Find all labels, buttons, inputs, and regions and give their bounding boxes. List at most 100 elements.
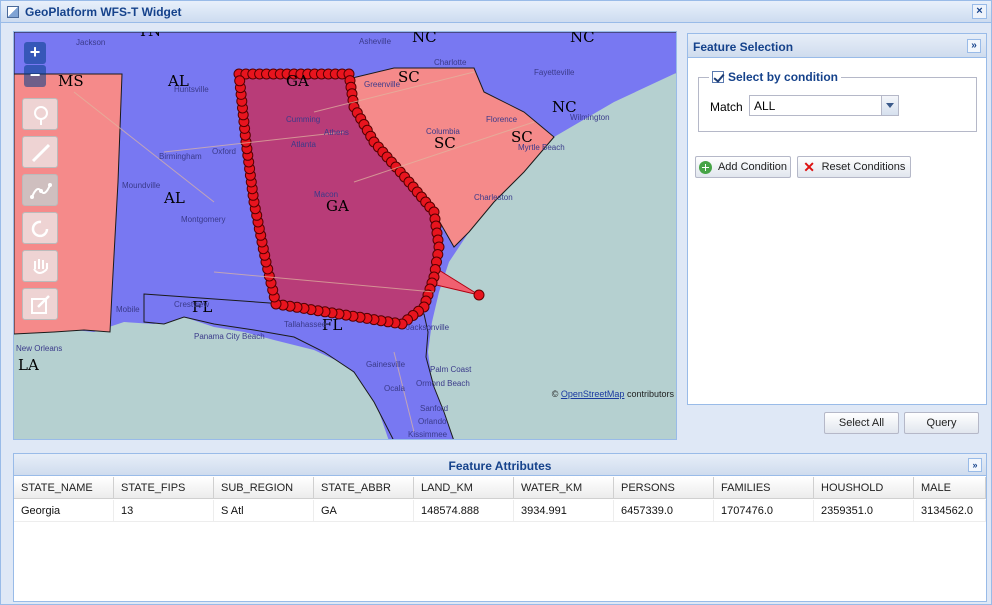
draw-line-tool-button[interactable]	[22, 136, 58, 168]
column-header[interactable]: HOUSHOLD	[814, 477, 914, 499]
spike-vertex	[473, 289, 485, 301]
edit-tool-icon	[31, 295, 50, 314]
city-label: Kissimmee	[408, 430, 448, 439]
city-label: Sanford	[420, 404, 449, 413]
column-header[interactable]: LAND_KM	[414, 477, 514, 499]
collapse-icon[interactable]: »	[968, 458, 982, 472]
query-label: Query	[926, 417, 957, 429]
road-lines	[73, 71, 535, 433]
map-canvas	[14, 32, 676, 439]
add-icon	[698, 160, 712, 174]
column-header[interactable]: STATE_ABBR	[314, 477, 414, 499]
attribution-suffix: contributors	[626, 389, 674, 399]
zoom-in-icon[interactable]: +	[24, 42, 46, 64]
state-label-nc-3: NC	[552, 98, 577, 116]
city-label: Greenville	[364, 80, 401, 89]
modify-tool-button[interactable]	[22, 174, 58, 206]
map-attribution: © OpenStreetMap contributors	[552, 389, 674, 399]
table-cell: 6457339.0	[614, 500, 714, 522]
window-title: GeoPlatform WFS-T Widget	[25, 5, 182, 19]
city-label: Moundville	[122, 181, 161, 190]
city-label: Asheville	[359, 37, 392, 46]
select-all-label: Select All	[838, 417, 885, 429]
drag-hand-icon	[33, 259, 48, 274]
column-header[interactable]: PERSONS	[614, 477, 714, 499]
table-cell: GA	[314, 500, 414, 522]
close-icon[interactable]: ×	[972, 4, 987, 19]
city-label: Cumming	[286, 115, 321, 124]
window-header: GeoPlatform WFS-T Widget ×	[1, 1, 991, 23]
vertex-marker[interactable]	[234, 75, 246, 87]
point-tool-button[interactable]	[22, 98, 58, 130]
city-label: Oxford	[212, 147, 237, 156]
city-label: Ormond Beach	[416, 379, 470, 388]
table-row[interactable]: Georgia 13 S Atl GA 148574.888 3934.991 …	[14, 500, 986, 522]
state-label-tn: TN	[138, 31, 162, 40]
pencil-tool-icon	[31, 143, 51, 163]
select-by-condition-checkbox[interactable]	[712, 71, 724, 83]
match-combobox[interactable]: ALL	[749, 95, 899, 116]
table-cell: 148574.888	[414, 500, 514, 522]
select-all-button[interactable]: Select All	[824, 412, 899, 434]
state-label-fl-1: FL	[192, 298, 213, 316]
city-label: Tallahassee	[284, 320, 327, 329]
table-cell: S Atl	[214, 500, 314, 522]
map-view[interactable]: MS AL AL GA GA SC SC SC NC NC NC FL FL L…	[13, 31, 677, 440]
city-label: Ocala	[384, 384, 405, 393]
atlantic-water-shape	[428, 72, 676, 439]
city-label: Orlando	[418, 417, 447, 426]
path-tool-icon	[30, 183, 52, 199]
state-label-al-1: AL	[168, 72, 189, 90]
openstreetmap-link[interactable]: OpenStreetMap	[560, 389, 625, 399]
city-label: Charleston	[474, 193, 513, 202]
condition-fieldset: Select by condition Match ALL	[698, 70, 977, 132]
query-button[interactable]: Query	[904, 412, 979, 434]
reset-x-icon: ✕	[803, 158, 815, 175]
feature-selection-header: Feature Selection »	[688, 34, 986, 58]
gulf-water-shape	[14, 317, 389, 439]
column-header[interactable]: FAMILIES	[714, 477, 814, 499]
column-header[interactable]: STATE_NAME	[14, 477, 114, 499]
match-label: Match	[710, 100, 743, 114]
point-tool-icon	[34, 106, 48, 125]
city-label: Atlanta	[291, 140, 316, 149]
column-header[interactable]: WATER_KM	[514, 477, 614, 499]
state-label-ms: MS	[58, 72, 84, 90]
table-cell: 1707476.0	[714, 500, 814, 522]
column-header[interactable]: SUB_REGION	[214, 477, 314, 499]
add-condition-button[interactable]: Add Condition	[695, 156, 791, 178]
state-label-ga-2: GA	[326, 197, 349, 215]
collapse-icon[interactable]: »	[967, 39, 981, 53]
state-label-fl-2: FL	[322, 316, 343, 334]
city-label: Jackson	[76, 38, 106, 47]
city-label: Huntsville	[174, 85, 209, 94]
column-header[interactable]: MALE	[914, 477, 986, 499]
city-label: Wilmington	[570, 113, 610, 122]
table-cell: 3134562.0	[914, 500, 986, 522]
city-label: Crestview	[174, 300, 210, 309]
city-label: Birmingham	[159, 152, 202, 161]
city-label: Myrtle Beach	[518, 143, 565, 152]
reset-conditions-button[interactable]: ✕ Reset Conditions	[797, 156, 911, 178]
match-value: ALL	[754, 99, 776, 113]
rotate-tool-icon	[31, 220, 49, 238]
column-header[interactable]: STATE_FIPS	[114, 477, 214, 499]
drag-tool-button[interactable]	[22, 250, 58, 282]
state-label-nc-1: NC	[412, 31, 437, 46]
reset-conditions-label: Reset Conditions	[821, 161, 906, 173]
feature-attributes-title: Feature Attributes	[448, 459, 552, 473]
city-label: Montgomery	[181, 215, 226, 224]
combo-arrow-icon[interactable]	[881, 96, 898, 115]
florida-shape	[143, 293, 454, 439]
grid-column-headers: STATE_NAME STATE_FIPS SUB_REGION STATE_A…	[14, 477, 986, 499]
zoom-out-icon[interactable]: −	[24, 65, 46, 87]
state-label-sc-1: SC	[398, 68, 420, 86]
rotate-tool-button[interactable]	[22, 212, 58, 244]
table-cell: 3934.991	[514, 500, 614, 522]
city-label: Charlotte	[434, 58, 467, 67]
edit-attributes-tool-button[interactable]	[22, 288, 58, 320]
feature-selection-panel: Feature Selection » Select by condition …	[687, 33, 987, 405]
vertex-markers	[233, 68, 445, 330]
city-label: Athens	[324, 128, 349, 137]
attribution-prefix: ©	[551, 389, 559, 399]
